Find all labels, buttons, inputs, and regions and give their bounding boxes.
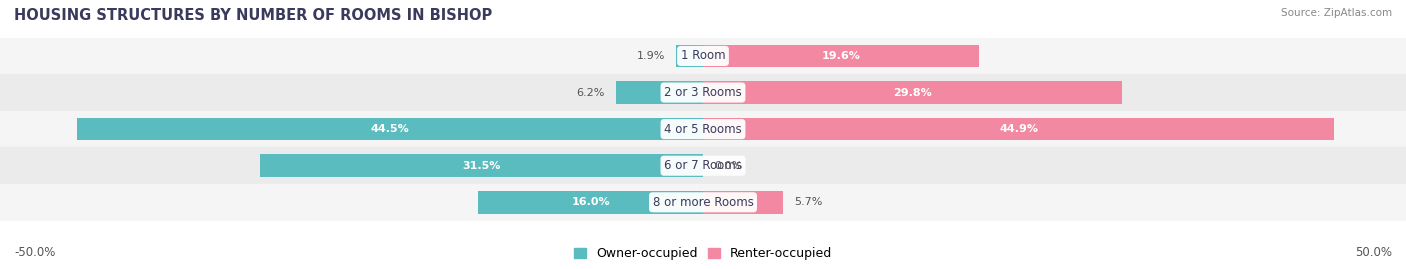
Text: 29.8%: 29.8%	[893, 87, 932, 98]
Bar	[0, 147, 1406, 184]
Text: 19.6%: 19.6%	[821, 51, 860, 61]
Bar	[0, 184, 1406, 221]
Bar	[478, 191, 703, 214]
Text: 5.7%: 5.7%	[794, 197, 823, 207]
Bar	[77, 118, 703, 140]
Text: 8 or more Rooms: 8 or more Rooms	[652, 196, 754, 209]
Text: 50.0%: 50.0%	[1355, 246, 1392, 259]
Bar	[260, 154, 703, 177]
Text: 16.0%: 16.0%	[571, 197, 610, 207]
Text: 1.9%: 1.9%	[637, 51, 665, 61]
Bar	[0, 111, 1406, 147]
Bar	[703, 45, 979, 67]
Bar	[703, 81, 1122, 104]
Bar	[0, 74, 1406, 111]
Bar	[0, 38, 1406, 74]
Text: 6 or 7 Rooms: 6 or 7 Rooms	[664, 159, 742, 172]
Text: 4 or 5 Rooms: 4 or 5 Rooms	[664, 123, 742, 136]
Bar	[676, 45, 703, 67]
Bar	[703, 118, 1334, 140]
Bar	[616, 81, 703, 104]
Text: 0.0%: 0.0%	[714, 161, 742, 171]
Text: 6.2%: 6.2%	[576, 87, 605, 98]
Bar	[703, 191, 783, 214]
Legend: Owner-occupied, Renter-occupied: Owner-occupied, Renter-occupied	[571, 245, 835, 263]
Text: 2 or 3 Rooms: 2 or 3 Rooms	[664, 86, 742, 99]
Text: 44.9%: 44.9%	[1000, 124, 1038, 134]
Text: Source: ZipAtlas.com: Source: ZipAtlas.com	[1281, 8, 1392, 18]
Text: -50.0%: -50.0%	[14, 246, 55, 259]
Text: 44.5%: 44.5%	[371, 124, 409, 134]
Text: HOUSING STRUCTURES BY NUMBER OF ROOMS IN BISHOP: HOUSING STRUCTURES BY NUMBER OF ROOMS IN…	[14, 8, 492, 23]
Text: 31.5%: 31.5%	[463, 161, 501, 171]
Text: 1 Room: 1 Room	[681, 49, 725, 62]
